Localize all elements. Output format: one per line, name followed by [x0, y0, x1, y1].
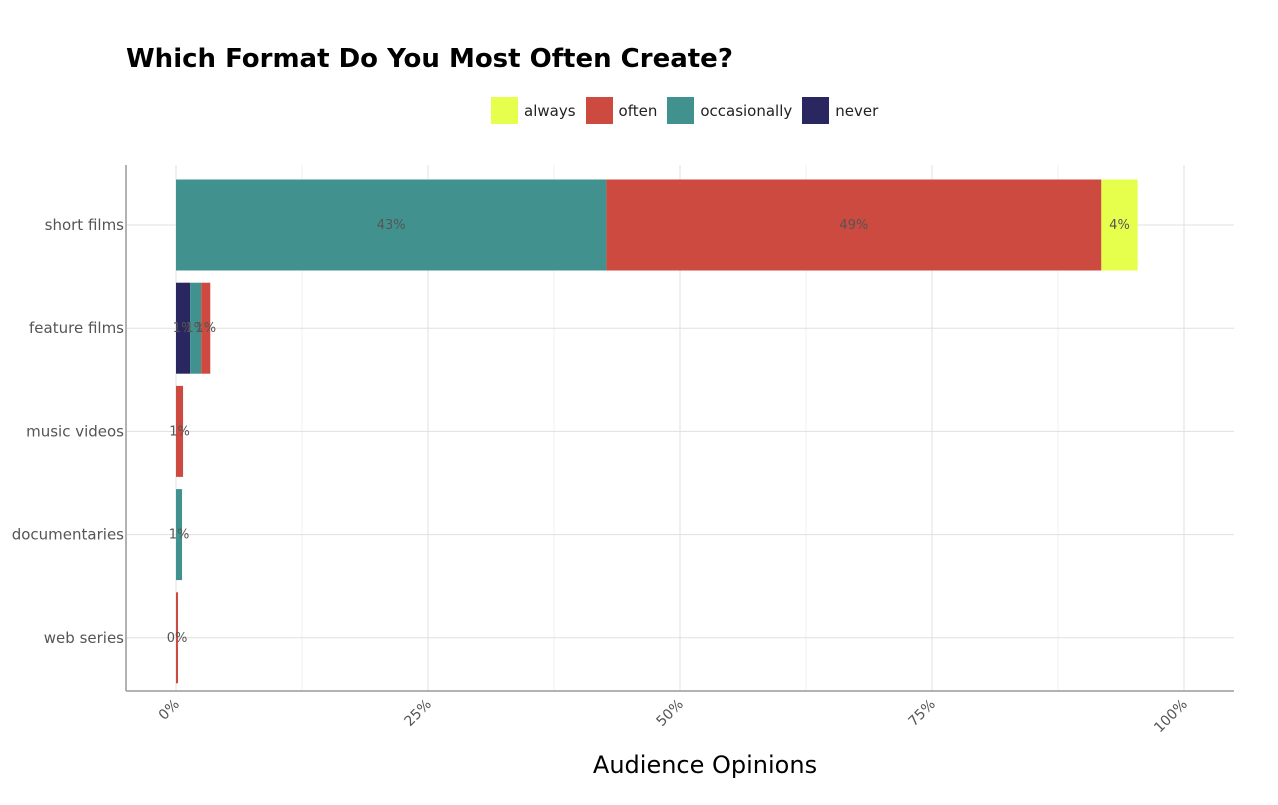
y-tick-label: web series [44, 629, 124, 647]
legend-swatch-often [585, 97, 613, 124]
y-tick-label: documentaries [12, 526, 124, 544]
legend-label-never: never [835, 101, 879, 120]
legend-item-occasionally: occasionally [667, 97, 792, 124]
legend: always often occasionally never [491, 97, 888, 124]
y-tick-label: feature films [29, 319, 124, 337]
legend-swatch-occasionally [667, 97, 695, 124]
legend-swatch-never [802, 97, 830, 124]
bar-always [1101, 179, 1138, 271]
legend-swatch-always [491, 97, 518, 124]
bar-often [176, 385, 184, 477]
bar-occasionally [176, 179, 607, 271]
bar-never [176, 282, 191, 374]
y-tick-label: music videos [26, 422, 124, 440]
data-label: 1% [185, 321, 206, 336]
x-tick-label: 75% [906, 697, 939, 730]
legend-item-never: never [802, 97, 878, 124]
chart-title: Which Format Do You Most Often Create? [126, 44, 733, 74]
x-tick-label: 50% [654, 697, 687, 730]
y-tick-label: short films [45, 216, 125, 234]
bar-occasionally [190, 282, 202, 374]
x-tick-label: 25% [402, 697, 435, 730]
x-axis-title: Audience Opinions [593, 751, 817, 779]
bar-occasionally [176, 489, 183, 581]
bar-often [176, 592, 179, 684]
data-label: 1% [169, 528, 190, 543]
data-label: 4% [1109, 218, 1130, 233]
x-tick-label: 100% [1151, 697, 1191, 737]
legend-item-often: often [585, 97, 658, 124]
legend-label-often: often [618, 101, 658, 120]
data-label: 1% [195, 321, 216, 336]
data-label: 1% [173, 321, 194, 336]
legend-label-occasionally: occasionally [700, 101, 793, 120]
data-label: 1% [169, 424, 190, 439]
data-label: 0% [167, 631, 188, 646]
bar-often [201, 282, 211, 374]
legend-label-always: always [524, 101, 576, 120]
data-label: 49% [839, 218, 868, 233]
bar-often [606, 179, 1102, 271]
data-label: 43% [377, 218, 406, 233]
legend-item-always: always [491, 97, 576, 124]
x-tick-label: 0% [156, 697, 183, 724]
